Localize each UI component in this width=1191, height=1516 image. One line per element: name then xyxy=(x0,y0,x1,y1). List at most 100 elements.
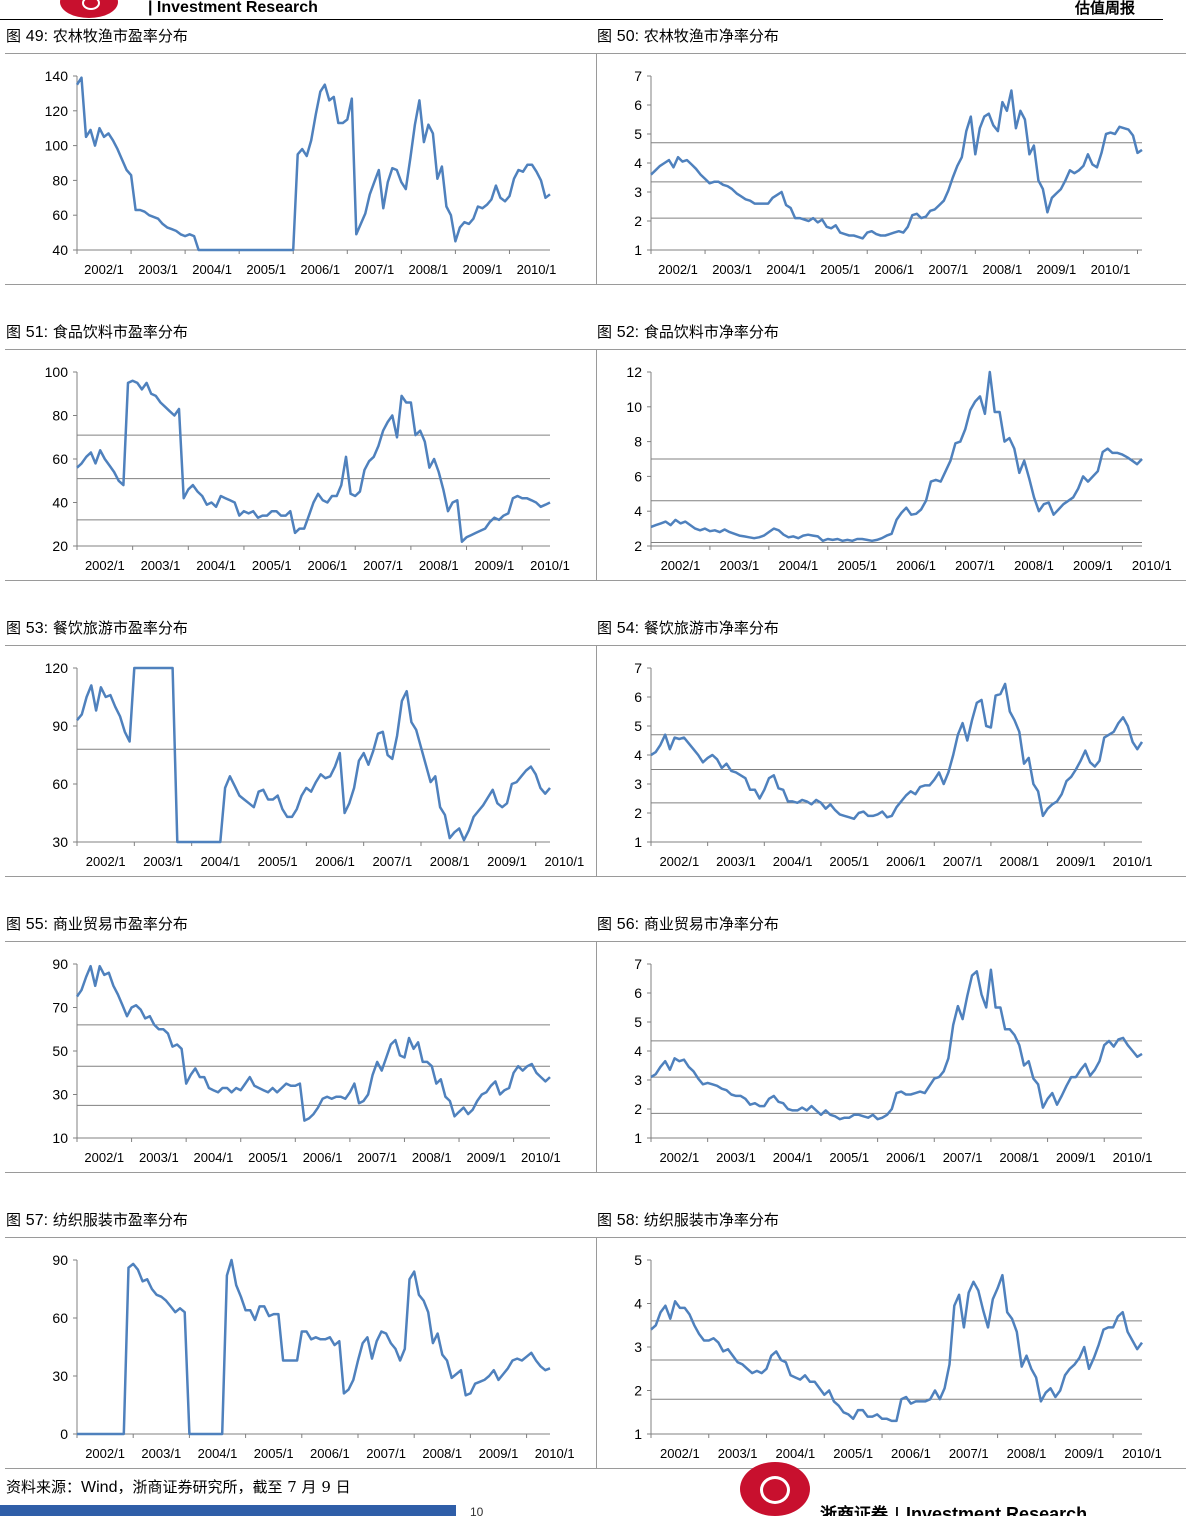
chart-fig56: 1 2 3 4 5 6 7 2002/1 2003/1 2004/1 2005/1 2006/1 200… xyxy=(596,941,1186,1173)
chart-fig50: 1 2 3 4 5 6 7 2002/1 2003/1 2004/1 2005/1 2006/1 200… xyxy=(596,53,1186,285)
caption-title: 食品饮料市盈率分布 xyxy=(52,323,188,341)
series-line xyxy=(650,89,1143,240)
x-tick-label: 2003/1 xyxy=(716,1150,756,1165)
chart-fig54: 1 2 3 4 5 6 7 2002/1 2003/1 2004/1 2005/1 2006/1 200… xyxy=(596,645,1186,877)
x-tick-label: 2010/1 xyxy=(521,1150,561,1165)
x-tick-label: 2007/1 xyxy=(354,262,394,277)
x-tick-label: 2005/1 xyxy=(829,1150,869,1165)
x-tick-label: 2009/1 xyxy=(463,262,503,277)
x-tick-label: 2003/1 xyxy=(139,1150,179,1165)
y-tick-label: 6 xyxy=(634,468,642,484)
series-line xyxy=(76,666,551,844)
x-tick-label: 2010/1 xyxy=(1122,1446,1162,1461)
caption-fig: 图 xyxy=(597,619,613,637)
caption-number: 50: xyxy=(616,28,640,45)
caption-title: 餐饮旅游市净率分布 xyxy=(643,619,779,637)
y-tick-label: 3 xyxy=(634,184,642,200)
x-tick-label: 2008/1 xyxy=(419,558,459,573)
chart-caption: 图 53: 餐饮旅游市盈率分布 xyxy=(6,619,188,638)
chart-caption: 图 54: 餐饮旅游市净率分布 xyxy=(597,619,779,638)
y-tick-label: 140 xyxy=(45,68,69,84)
chart-svg: 30 60 90 120 2002/1 2003/1 2004/1 2005/1 2006/1 2… xyxy=(45,660,585,869)
page-number: 10 xyxy=(470,1505,484,1516)
y-tick-label: 60 xyxy=(52,451,68,467)
x-tick-label: 2010/1 xyxy=(1132,558,1172,573)
x-tick-label: 2004/1 xyxy=(776,1446,816,1461)
x-tick-label: 2009/1 xyxy=(1056,1150,1096,1165)
y-tick-label: 60 xyxy=(52,207,68,223)
x-tick-label: 2005/1 xyxy=(837,558,877,573)
caption-title: 食品饮料市净率分布 xyxy=(643,323,779,341)
y-tick-label: 80 xyxy=(52,408,68,424)
y-tick-label: 100 xyxy=(45,364,69,380)
x-tick-label: 2007/1 xyxy=(949,1446,989,1461)
x-tick-label: 2009/1 xyxy=(1037,262,1077,277)
x-tick-label: 2004/1 xyxy=(192,262,232,277)
y-tick-label: 1 xyxy=(634,1130,642,1146)
caption-number: 51: xyxy=(25,324,49,341)
x-tick-label: 2007/1 xyxy=(955,558,995,573)
x-tick-label: 2002/1 xyxy=(659,854,699,869)
chart-caption: 图 56: 商业贸易市净率分布 xyxy=(597,915,779,934)
y-tick-label: 4 xyxy=(634,503,642,519)
y-tick-label: 4 xyxy=(634,1043,642,1059)
x-tick-label: 2005/1 xyxy=(829,854,869,869)
y-tick-label: 50 xyxy=(52,1043,68,1059)
y-tick-label: 1 xyxy=(634,242,642,258)
y-tick-label: 2 xyxy=(634,1101,642,1117)
footer-logo-icon xyxy=(740,1462,810,1516)
x-tick-label: 2004/1 xyxy=(198,1446,238,1461)
x-tick-label: 2005/1 xyxy=(820,262,860,277)
x-tick-label: 2008/1 xyxy=(408,262,448,277)
chart-caption: 图 49: 农林牧渔市盈率分布 xyxy=(6,27,188,46)
y-tick-label: 120 xyxy=(45,103,69,119)
caption-fig: 图 xyxy=(597,27,613,45)
x-tick-label: 2008/1 xyxy=(430,854,470,869)
chart-fig58: 1 2 3 4 5 2002/1 2003/1 2004/1 2005/1 2006/1 2007/… xyxy=(596,1237,1186,1469)
x-tick-label: 2002/1 xyxy=(661,558,701,573)
x-tick-label: 2004/1 xyxy=(773,854,813,869)
x-tick-label: 2006/1 xyxy=(303,1150,343,1165)
y-tick-label: 2 xyxy=(634,538,642,554)
y-tick-label: 30 xyxy=(52,1087,68,1103)
x-tick-label: 2003/1 xyxy=(718,1446,758,1461)
x-tick-label: 2003/1 xyxy=(143,854,183,869)
y-tick-label: 2 xyxy=(634,805,642,821)
y-tick-label: 7 xyxy=(634,68,642,84)
y-tick-label: 40 xyxy=(52,495,68,511)
x-tick-label: 2008/1 xyxy=(422,1446,462,1461)
x-tick-label: 2008/1 xyxy=(999,854,1039,869)
x-tick-label: 2005/1 xyxy=(258,854,298,869)
y-tick-label: 4 xyxy=(634,747,642,763)
caption-title: 纺织服装市盈率分布 xyxy=(52,1211,188,1229)
x-tick-label: 2002/1 xyxy=(85,558,125,573)
y-tick-label: 90 xyxy=(52,718,68,734)
x-tick-label: 2007/1 xyxy=(357,1150,397,1165)
chart-caption: 图 58: 纺织服装市净率分布 xyxy=(597,1211,779,1230)
x-tick-label: 2005/1 xyxy=(248,1150,288,1165)
chart-fig52: 2 4 6 8 10 12 2002/1 2003/1 2004/1 2005/1 2006/1 20… xyxy=(596,349,1186,581)
x-tick-label: 2006/1 xyxy=(315,854,355,869)
y-tick-label: 10 xyxy=(626,399,642,415)
x-tick-label: 2004/1 xyxy=(778,558,818,573)
chart-svg: 10 30 50 70 90 2002/1 2003/1 2004/1 2005/1 2006/1… xyxy=(52,956,561,1165)
x-tick-label: 2007/1 xyxy=(943,1150,983,1165)
caption-title: 餐饮旅游市盈率分布 xyxy=(52,619,188,637)
header-rule xyxy=(0,19,1163,20)
caption-number: 57: xyxy=(25,1212,49,1229)
x-tick-label: 2006/1 xyxy=(891,1446,931,1461)
y-tick-label: 80 xyxy=(52,172,68,188)
x-tick-label: 2010/1 xyxy=(517,262,557,277)
y-tick-label: 3 xyxy=(634,1072,642,1088)
caption-fig: 图 xyxy=(597,915,613,933)
caption-title: 农林牧渔市净率分布 xyxy=(643,27,779,45)
y-tick-label: 8 xyxy=(634,434,642,450)
caption-number: 55: xyxy=(25,916,49,933)
x-tick-label: 2006/1 xyxy=(896,558,936,573)
caption-fig: 图 xyxy=(6,1211,22,1229)
series-line xyxy=(650,370,1143,543)
caption-number: 53: xyxy=(25,620,49,637)
x-tick-label: 2007/1 xyxy=(372,854,412,869)
x-tick-label: 2002/1 xyxy=(85,1446,125,1461)
footer-brand-sep: | xyxy=(893,1505,901,1516)
